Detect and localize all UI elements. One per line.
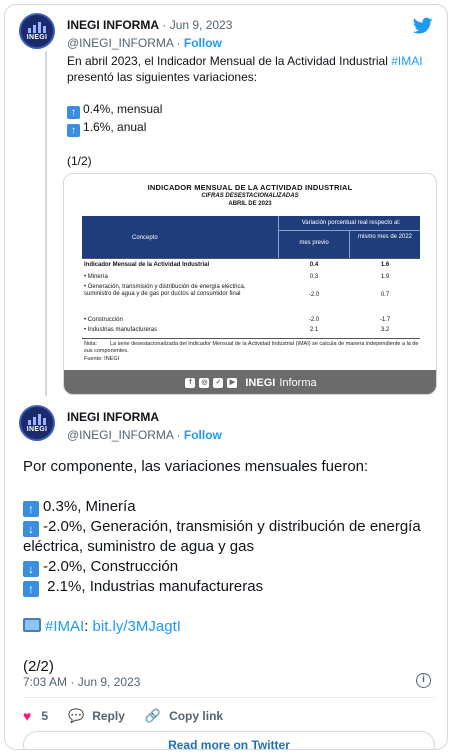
arrow-up-icon: ↑ [23, 501, 39, 517]
media-subtitle: Cifras desestacionalizadas [201, 193, 299, 199]
arrow-up-icon: ↑ [23, 581, 39, 597]
table-header: Concepto Variación porcentual real respe… [82, 216, 420, 258]
tweet-date[interactable]: Jun 9, 2023 [169, 18, 233, 32]
url-link[interactable]: bit.ly/3MJagtI [92, 618, 181, 635]
col-variation: Variación porcentual real respecto al: [301, 220, 401, 226]
avatar[interactable]: INEGI [19, 405, 55, 441]
tweet-media-image[interactable]: Indicador Mensual de la Actividad Indust… [63, 173, 437, 395]
follow-button[interactable]: Follow [183, 36, 222, 50]
media-title: Indicador Mensual de la Actividad Indust… [147, 183, 353, 192]
arrow-down-icon: ↓ [23, 561, 39, 577]
hashtag-link[interactable]: #IMAI [391, 54, 423, 68]
author-handle[interactable]: @INEGI_INFORMA [67, 36, 174, 50]
table-row: • Minería 0.3 1.9 [84, 274, 390, 280]
copy-link-label: Copy link [169, 709, 224, 723]
table-row: • Generación, transmisión y distribución… [84, 284, 390, 298]
arrow-up-icon: ↑ [67, 124, 80, 137]
divider [23, 697, 435, 698]
thread-line [45, 51, 47, 396]
table-row: Indicador Mensual de la Actividad Indust… [84, 262, 390, 268]
instagram-icon: ◎ [199, 378, 210, 388]
media-footer: f ◎ ✓ ▶ INEGI Informa [64, 370, 436, 394]
twitter-icon: ✓ [213, 378, 224, 388]
col-same: mismo mes de 2022 [357, 234, 413, 240]
logo-bars-icon [28, 413, 46, 425]
thread-counter: (2/2) [23, 658, 54, 675]
timestamp[interactable]: 7:03 AM · Jun 9, 2023 [23, 675, 141, 689]
tweet1-header: INEGI INFORMA · Jun 9, 2023 [67, 18, 233, 32]
copy-link-button[interactable]: 🔗 Copy link [145, 708, 223, 724]
tweet2-header: INEGI INFORMA [67, 409, 159, 425]
tweet2-body: Por componente, las variaciones mensuale… [23, 457, 433, 677]
footer-brand-suffix: Informa [279, 377, 317, 389]
col-concept: Concepto [132, 235, 158, 241]
computer-icon [23, 618, 41, 632]
author-name[interactable]: INEGI INFORMA [67, 18, 159, 32]
twitter-bird-icon[interactable] [413, 17, 433, 35]
arrow-up-icon: ↑ [67, 106, 80, 119]
like-count: 5 [41, 709, 48, 723]
avatar-label: INEGI [26, 33, 48, 41]
reply-icon: 💬 [68, 708, 85, 723]
follow-button[interactable]: Follow [183, 428, 222, 442]
link-icon: 🔗 [144, 708, 162, 723]
author-name[interactable]: INEGI INFORMA [67, 410, 159, 424]
action-bar: ♥ 5 💬 Reply 🔗 Copy link [23, 708, 243, 724]
like-button[interactable]: ♥ 5 [23, 708, 48, 724]
col-prev: mes previo [299, 240, 329, 246]
table-body: Indicador Mensual de la Actividad Indust… [82, 262, 420, 334]
avatar[interactable]: INEGI [19, 13, 55, 49]
footer-brand: INEGI [245, 377, 276, 389]
read-more-button[interactable]: Read more on Twitter [23, 731, 435, 749]
tweet1-handle-row: @INEGI_INFORMA · Follow [67, 36, 222, 50]
reply-label: Reply [92, 709, 125, 723]
arrow-down-icon: ↓ [23, 521, 39, 537]
facebook-icon: f [185, 378, 196, 388]
author-handle[interactable]: @INEGI_INFORMA [67, 428, 174, 442]
data-table: Concepto Variación porcentual real respe… [82, 216, 420, 258]
thread-counter: (1/2) [67, 154, 92, 168]
tweet1-body: En abril 2023, el Indicador Mensual de l… [67, 53, 437, 169]
info-icon[interactable]: i [416, 673, 431, 688]
logo-bars-icon [28, 21, 46, 33]
media-date: Abril de 2023 [228, 201, 272, 207]
table-source: Fuente: INEGI [84, 356, 120, 362]
avatar-label: INEGI [26, 425, 48, 433]
reply-button[interactable]: 💬 Reply [68, 708, 125, 724]
table-row: • Construcción -2.0 -1.7 [84, 317, 391, 323]
table-note: Nota: La serie desestacionalizada del Ind… [84, 341, 419, 354]
tweet2-handle-row: @INEGI_INFORMA · Follow [67, 428, 222, 442]
heart-icon: ♥ [23, 708, 32, 724]
youtube-icon: ▶ [227, 378, 238, 388]
tweet-card: INEGI INEGI INFORMA · Jun 9, 2023 @INEGI… [4, 4, 448, 750]
hashtag-link[interactable]: #IMAI [45, 618, 85, 635]
table-row: • Industrias manufactureras 2.1 3.2 [84, 327, 390, 333]
